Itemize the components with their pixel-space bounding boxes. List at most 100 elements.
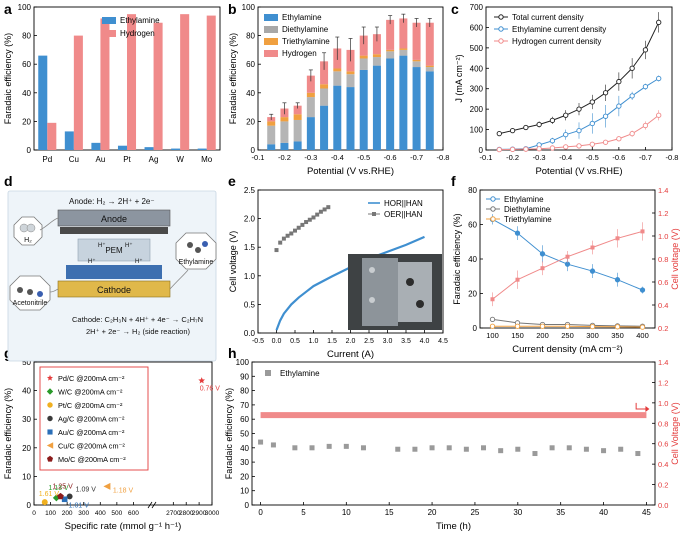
x-tick-label: 4.5 xyxy=(438,338,448,345)
x-tick-label: -0.7 xyxy=(639,153,652,162)
data-point xyxy=(602,139,609,145)
data-point xyxy=(614,324,621,330)
y-tick-label: 300 xyxy=(470,85,484,94)
panel-label-e: e xyxy=(228,173,236,189)
legend-marker xyxy=(372,212,376,216)
proton-label-1: H⁺ xyxy=(88,258,96,265)
data-point-ethylamine xyxy=(309,445,315,451)
legend-label-ethylamine: Ethylamine xyxy=(120,16,160,25)
y-tick-label: 600 xyxy=(470,23,484,32)
stack-hydrogen--0.7 xyxy=(412,22,421,60)
y2-tick-label: 0.2 xyxy=(658,324,668,333)
panel-label-a: a xyxy=(4,1,12,17)
data-point-ethylamine xyxy=(412,446,418,452)
stack-ethylamine--0.65 xyxy=(399,55,408,151)
data-point-ethylamine xyxy=(549,445,555,451)
y-tick-label: 20 xyxy=(240,472,249,481)
data-point-oer-han xyxy=(315,212,320,217)
legend-box xyxy=(39,366,149,471)
data-point xyxy=(589,120,595,127)
legend-label-hydrogen: Hydrogen xyxy=(282,49,317,58)
legend-swatch xyxy=(102,17,116,24)
y2-tick-label: 1.0 xyxy=(658,232,668,241)
point-label: 1.61 V xyxy=(39,491,60,498)
stack-hydrogen--0.6 xyxy=(386,19,395,50)
legend-swatch xyxy=(102,30,116,37)
data-point xyxy=(549,117,556,124)
plot-frame xyxy=(33,361,213,506)
h2-label: H₂ xyxy=(24,237,32,244)
chart-c-current-density-vs-potential: 0 100 200 300 400 500 600 700 J (mA cm⁻²) -0.1 -0.… xyxy=(454,3,678,177)
legend-label-oer-han: OER||HAN xyxy=(384,210,423,219)
y-tick-label: 0.5 xyxy=(244,300,256,309)
y-tick-label: 20 xyxy=(468,290,477,299)
data-point xyxy=(642,47,649,53)
electrolyzer-photo-inset xyxy=(348,254,442,330)
data-point-ethylamine xyxy=(618,446,624,452)
y2-tick-label: 0.6 xyxy=(658,440,668,449)
data-point xyxy=(589,141,595,147)
bar-hydrogen-au xyxy=(100,18,110,150)
data-point-ethylamine xyxy=(463,446,469,452)
legend-label-0: Pd/C @200mA cm⁻² xyxy=(58,374,125,383)
x-tick-label: 35 xyxy=(556,508,565,517)
x-tick-label: 40 xyxy=(599,508,608,517)
legend-label-2: Hydrogen current density xyxy=(512,37,601,46)
x-tick-label: 600 xyxy=(128,510,139,517)
data-point xyxy=(509,127,516,134)
data-point xyxy=(565,254,570,259)
y-axis-label: J (mA cm⁻²) xyxy=(454,54,464,102)
x-tick-label: 0 xyxy=(32,510,36,517)
x-axis-label: Time (h) xyxy=(436,521,471,532)
y-tick-label: 40 xyxy=(246,89,255,98)
y2-tick-label: 1.4 xyxy=(658,186,668,195)
stack-hydrogen--0.3 xyxy=(306,75,315,93)
legend-marker xyxy=(490,206,496,212)
stack-diethylamine--0.65 xyxy=(399,49,408,56)
data-point xyxy=(496,146,502,153)
x-tick-label: 20 xyxy=(428,508,437,517)
data-point xyxy=(549,138,556,144)
bar-ethylamine-mo xyxy=(197,148,207,150)
data-point xyxy=(539,251,546,257)
chart-g-fe-vs-specific-rate: 0 10 20 30 40 50 Faradaic efficiency (%) 0 100 20… xyxy=(3,358,220,532)
stack-diethylamine--0.15 xyxy=(267,125,276,145)
x-tick-label: Cu xyxy=(69,155,79,164)
x-tick-label: 150 xyxy=(511,331,524,340)
legend-marker-0 xyxy=(46,374,54,381)
y-tick-label: 20 xyxy=(246,117,255,126)
series-cell-voltage-band xyxy=(260,412,647,419)
data-point xyxy=(576,127,582,134)
data-point xyxy=(514,323,521,329)
legend-label-1: W/C @200mA cm⁻² xyxy=(58,388,123,397)
y-tick-label: 60 xyxy=(240,415,249,424)
bar-ethylamine-pt xyxy=(117,145,127,150)
point-label: 1.01 V xyxy=(69,502,90,509)
data-point xyxy=(563,112,569,118)
stack-diethylamine--0.3 xyxy=(306,97,315,118)
x-tick-label: 2700 xyxy=(166,510,181,517)
data-point-ethylamine xyxy=(343,443,349,449)
data-point xyxy=(602,113,609,119)
x-tick-label: 200 xyxy=(62,510,73,517)
stack-ethylamine--0.75 xyxy=(425,71,434,150)
x-tick-label: 2.0 xyxy=(346,338,356,345)
point-label: 1.09 V xyxy=(76,486,97,493)
data-point-2 xyxy=(41,499,48,506)
legend-marker-1 xyxy=(46,388,54,395)
data-point-oer-han xyxy=(278,240,283,245)
y-tick-label: 90 xyxy=(240,372,249,381)
legend-marker-6 xyxy=(46,455,54,462)
pem-label: PEM xyxy=(105,246,123,255)
stack-diethylamine--0.55 xyxy=(372,57,381,66)
data-point-ethylamine xyxy=(429,445,435,451)
data-point-4 xyxy=(61,496,68,503)
legend-marker xyxy=(498,26,504,32)
y-tick-label: 80 xyxy=(240,387,249,396)
legend-label-diethylamine: Diethylamine xyxy=(504,205,551,214)
y-tick-label: 0 xyxy=(473,324,478,333)
acetonitrile-label: Acetonitrile xyxy=(13,300,48,307)
data-point-oer-han xyxy=(307,217,312,222)
point-label: 0.76 V xyxy=(200,386,221,393)
